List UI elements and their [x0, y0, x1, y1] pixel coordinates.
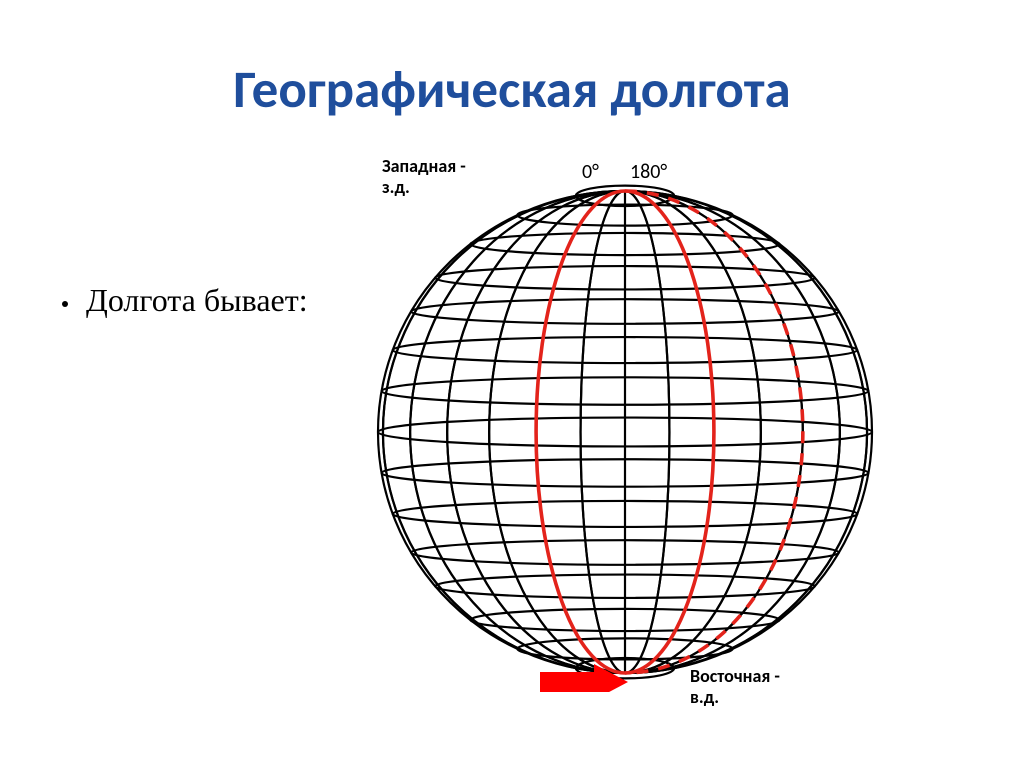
- label-east: Восточная - в.д.: [690, 666, 780, 707]
- bullet-dot-icon: [62, 301, 68, 307]
- globe-svg: [360, 172, 890, 692]
- title-text: Географическая долгота: [233, 58, 790, 122]
- slide: Географическая долгота Долгота бывает: З…: [0, 0, 1024, 767]
- label-east-line1: Восточная -: [690, 666, 780, 687]
- globe-diagram: [360, 172, 890, 692]
- page-title: Географическая долгота: [0, 58, 1024, 122]
- bullet-text: Долгота бывает:: [86, 282, 308, 319]
- bullet-block: Долгота бывает:: [62, 282, 402, 319]
- bullet-row: Долгота бывает:: [62, 282, 402, 319]
- label-east-line2: в.д.: [690, 687, 780, 708]
